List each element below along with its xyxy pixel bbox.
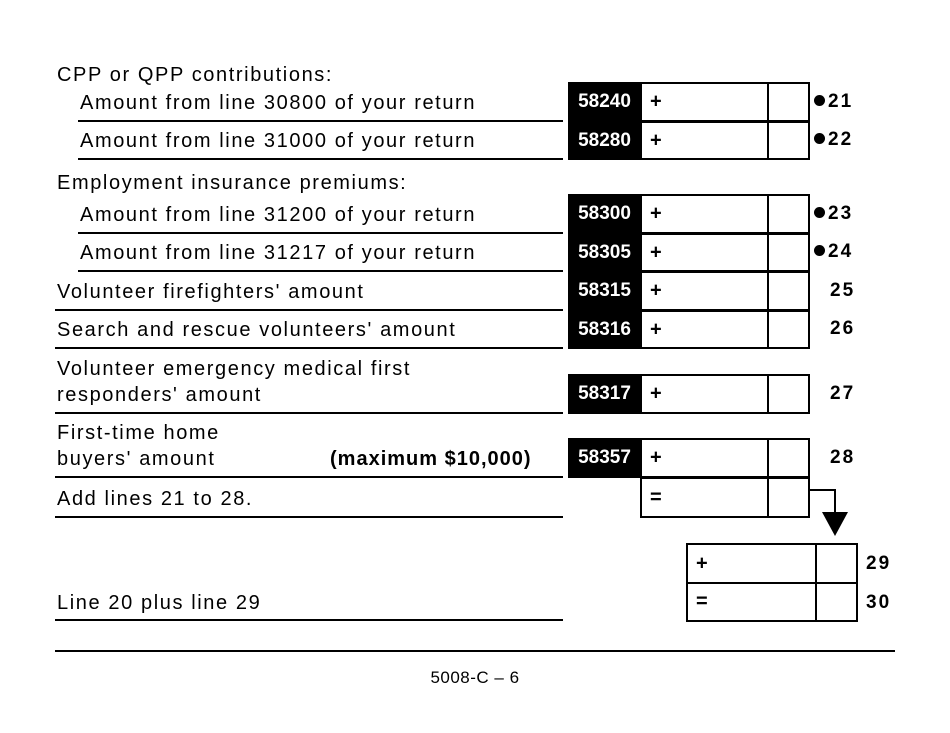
cents-divider: [815, 584, 817, 620]
equals-sign: =: [696, 590, 708, 613]
row-label: Add lines 21 to 28.: [57, 488, 254, 510]
line-number: 25: [830, 280, 855, 302]
line-code: 58240: [568, 82, 641, 122]
plus-sign: +: [650, 318, 662, 340]
cents-divider: [767, 376, 769, 412]
underline: [55, 309, 563, 311]
line-number: 29: [866, 553, 892, 574]
amount-field[interactable]: =: [640, 477, 810, 518]
line-code: 58316: [568, 310, 641, 349]
row-label: Amount from line 31000 of your return: [80, 130, 477, 152]
line-number: 22: [814, 129, 853, 151]
line-code: 58300: [568, 194, 641, 234]
cents-divider: [767, 312, 769, 347]
line-number: 23: [814, 203, 853, 225]
amount-field[interactable]: +: [640, 82, 810, 122]
amount-field[interactable]: +: [640, 310, 810, 349]
amount-field[interactable]: +: [640, 271, 810, 311]
cents-divider: [815, 545, 817, 582]
line-number: 27: [830, 383, 855, 405]
line-number-text: 25: [830, 279, 856, 301]
section-heading-ei: Employment insurance premiums:: [57, 172, 408, 194]
section-heading-cpp: CPP or QPP contributions:: [57, 64, 334, 86]
cents-divider: [767, 479, 769, 516]
plus-sign: +: [650, 279, 662, 302]
cents-divider: [767, 273, 769, 309]
line-number-text: 23: [828, 202, 854, 224]
row-label: Amount from line 31200 of your return: [80, 204, 477, 226]
line-number: 24: [814, 241, 853, 263]
line-30-label: Line 20 plus line 29: [57, 592, 262, 614]
amount-field[interactable]: +: [640, 438, 810, 478]
equals-sign: =: [650, 486, 662, 508]
line-code: 58280: [568, 121, 641, 160]
row-label: Search and rescue volunteers' amount: [57, 319, 457, 341]
plus-sign: +: [650, 241, 662, 263]
line-code: 58305: [568, 233, 641, 272]
cents-divider: [767, 123, 769, 158]
amount-field[interactable]: +: [640, 374, 810, 414]
bullet-icon: [814, 206, 825, 218]
line-number-text: 21: [828, 90, 854, 112]
amount-field[interactable]: +: [640, 194, 810, 234]
plus-sign: +: [696, 552, 708, 574]
underline: [55, 476, 563, 478]
underline: [55, 347, 563, 349]
bullet-icon: [814, 245, 825, 256]
row-label: Amount from line 31217 of your return: [80, 242, 477, 264]
bullet-icon: [814, 133, 825, 144]
row-label: responders' amount: [57, 384, 262, 406]
row-label: Volunteer emergency medical first: [57, 358, 412, 380]
footer-rule: [55, 650, 895, 652]
underline: [78, 270, 563, 272]
line-number-text: 24: [828, 241, 854, 262]
line-code: 58357: [568, 438, 641, 478]
line-number: 21: [814, 91, 853, 113]
underline: [55, 619, 563, 621]
row-label: Volunteer firefighters' amount: [57, 281, 365, 303]
line-code: 58315: [568, 271, 641, 311]
cents-divider: [767, 235, 769, 270]
underline: [55, 412, 563, 414]
line-30-field[interactable]: =: [686, 582, 858, 622]
line-number: 28: [830, 447, 855, 469]
cents-divider: [767, 196, 769, 232]
page-number: 5008-C – 6: [430, 668, 520, 687]
line-29-field[interactable]: +: [686, 543, 858, 584]
plus-sign: +: [650, 129, 662, 151]
line-number-text: 22: [828, 129, 854, 150]
arrow-down-icon: [808, 489, 848, 536]
line-number-text: 27: [830, 382, 856, 404]
plus-sign: +: [650, 90, 662, 113]
line-number: 26: [830, 318, 855, 340]
amount-field[interactable]: +: [640, 233, 810, 272]
plus-sign: +: [650, 382, 662, 405]
line-number-text: 28: [830, 446, 856, 468]
cents-divider: [767, 84, 769, 120]
line-number: 30: [866, 592, 892, 613]
cents-divider: [767, 440, 769, 476]
row-label: Amount from line 30800 of your return: [80, 92, 477, 114]
line-code: 58317: [568, 374, 641, 414]
row-label: buyers' amount: [57, 448, 216, 470]
amount-field[interactable]: +: [640, 121, 810, 160]
plus-sign: +: [650, 446, 662, 469]
underline: [55, 516, 563, 518]
underline: [78, 232, 563, 234]
row-label: First-time home: [57, 422, 220, 444]
plus-sign: +: [650, 202, 662, 225]
maximum-note: (maximum $10,000): [330, 448, 532, 470]
underline: [78, 120, 563, 122]
underline: [78, 158, 563, 160]
bullet-icon: [814, 94, 825, 106]
line-number-text: 26: [830, 318, 856, 339]
